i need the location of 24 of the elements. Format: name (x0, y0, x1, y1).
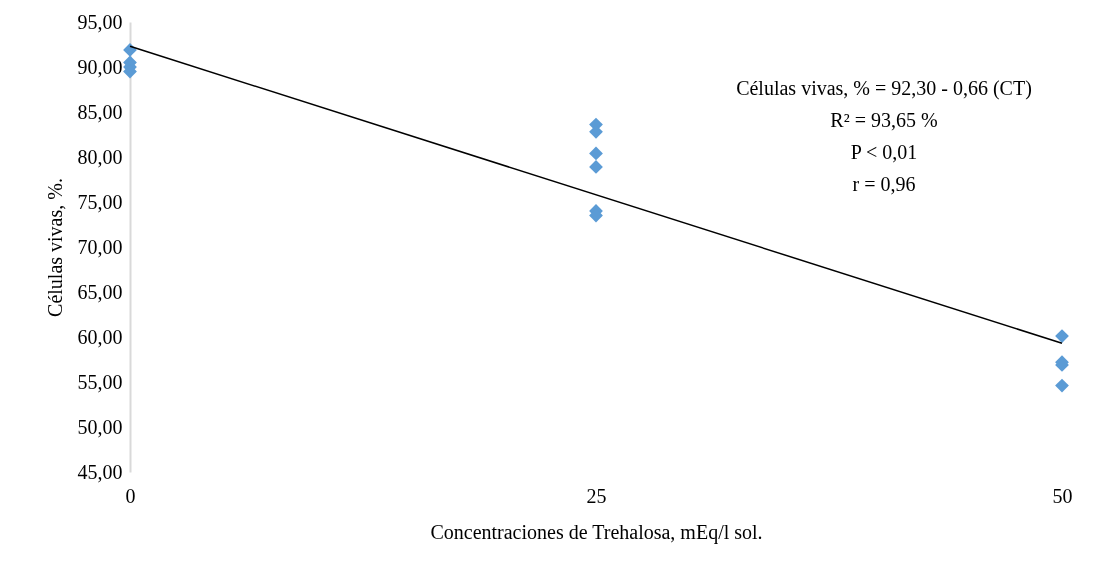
y-tick-label: 85,00 (77, 100, 123, 123)
x-tick-label: 50 (1052, 484, 1073, 507)
annotation: R² = 93,65 % (830, 109, 938, 131)
x-axis-title: Concentraciones de Trehalosa, mEq/l sol. (430, 520, 763, 544)
point (123, 43, 137, 57)
x-tick-label: 25 (586, 484, 607, 507)
y-tick-label: 65,00 (77, 280, 123, 303)
point (589, 160, 603, 174)
annotation: Células vivas, % = 92,30 - 0,66 (CT) (736, 77, 1032, 100)
x-tick-label: 0 (125, 484, 136, 507)
point (589, 146, 603, 161)
y-tick-label: 95,00 (77, 10, 123, 33)
point (1055, 378, 1069, 393)
y-tick-label: 90,00 (77, 55, 123, 78)
y-tick-label: 70,00 (77, 235, 123, 258)
y-tick-label: 55,00 (77, 370, 123, 393)
annotation: r = 0,96 (852, 173, 916, 195)
y-tick-label: 50,00 (77, 415, 123, 438)
y-tick-label: 80,00 (77, 145, 123, 168)
y-tick-label: 75,00 (77, 190, 123, 213)
annotation: P < 0,01 (850, 141, 918, 163)
y-tick-label: 45,00 (77, 460, 123, 483)
y-axis-title: Células vivas, %. (43, 178, 66, 317)
y-tick-label: 60,00 (77, 325, 123, 348)
